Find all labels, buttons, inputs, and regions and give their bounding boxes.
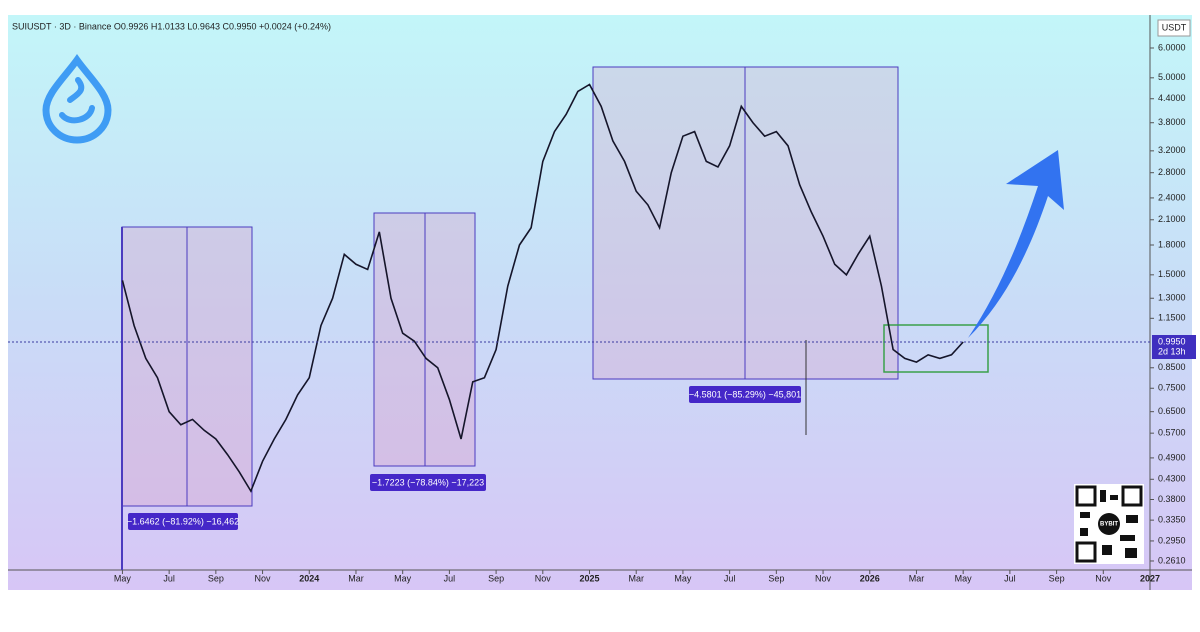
x-tick-label: Jul [1004, 573, 1016, 583]
measure-boxes [121, 66, 989, 570]
y-tick-label: 1.8000 [1158, 239, 1186, 249]
last-price-box [1152, 334, 1196, 359]
x-tick-label: Jul [444, 573, 456, 583]
x-tick-label: 2025 [579, 573, 599, 583]
y-tick-label: 0.2950 [1158, 535, 1186, 545]
x-tick-label: May [955, 573, 973, 583]
annotation: −1.6462 (−81.92%) −16,462 [127, 516, 239, 526]
y-tick-label: 0.5700 [1158, 428, 1186, 438]
x-tick-label: Jul [724, 573, 736, 583]
y-tick-label: 0.8500 [1158, 362, 1186, 372]
x-tick-label: Nov [535, 573, 552, 583]
y-tick-label: 0.2610 [1158, 555, 1186, 565]
x-tick-label: Sep [208, 573, 224, 583]
logo [59, 77, 95, 124]
x-tick-label: Nov [1095, 573, 1112, 583]
x-tick-label: 2026 [860, 573, 880, 583]
x-tick-label: 2024 [299, 573, 319, 583]
x-tick-label: Sep [1049, 573, 1065, 583]
qr-label: BYBIT [1100, 522, 1118, 528]
y-tick-label: 3.8000 [1158, 117, 1186, 127]
y-tick-label: 0.7500 [1158, 383, 1186, 393]
x-tick-label: Sep [488, 573, 504, 583]
y-tick-label: 2.8000 [1158, 167, 1186, 177]
y-tick-label: 2.1000 [1158, 214, 1186, 224]
range-box [883, 324, 989, 373]
y-tick-label: 0.6500 [1158, 406, 1186, 416]
countdown: 2d 13h [1158, 346, 1186, 356]
y-tick-label: 4.4000 [1158, 93, 1186, 103]
y-tick-label: 1.3000 [1158, 293, 1186, 303]
logo [42, 54, 112, 144]
x-tick-label: Jul [163, 573, 175, 583]
x-tick-label: May [674, 573, 692, 583]
y-tick-label: 0.3350 [1158, 515, 1186, 525]
y-tick-label: 1.1500 [1158, 313, 1186, 323]
y-tick-label: 5.0000 [1158, 72, 1186, 82]
y-tick-label: 6.0000 [1158, 42, 1186, 52]
y-tick-label: 2.4000 [1158, 192, 1186, 202]
y-tick-label: 0.4900 [1158, 452, 1186, 462]
x-tick-label: May [114, 573, 132, 583]
x-tick-label: Nov [255, 573, 272, 583]
y-tick-label: 0.4300 [1158, 474, 1186, 484]
x-tick-label: Mar [909, 573, 925, 583]
price-line [121, 83, 964, 493]
label-box [370, 474, 486, 491]
header: SUIUSDT · 3D · Binance O0.9926 H1.0133 L… [12, 21, 331, 31]
forecast-arrow [968, 150, 1064, 338]
last-price-label: 0.9950 [1158, 336, 1186, 346]
qr-code [1074, 484, 1144, 564]
x-tick-label: Mar [628, 573, 644, 583]
x-tick-label: Nov [815, 573, 832, 583]
currency: USDT [1162, 22, 1187, 32]
x-tick-label: Mar [348, 573, 364, 583]
annotation: −1.7223 (−78.84%) −17,223 [372, 477, 484, 487]
y-tick-label: 3.2000 [1158, 145, 1186, 155]
label-box [128, 513, 238, 530]
currency-box [1157, 19, 1191, 37]
x-tick-label: 2027 [1140, 573, 1160, 583]
annotation: −4.5801 (−85.29%) −45,801 [689, 389, 801, 399]
label-box [689, 386, 801, 403]
y-tick-label: 0.3800 [1158, 494, 1186, 504]
x-tick-label: Sep [768, 573, 784, 583]
y-tick-label: 1.5000 [1158, 269, 1186, 279]
x-tick-label: May [394, 573, 412, 583]
